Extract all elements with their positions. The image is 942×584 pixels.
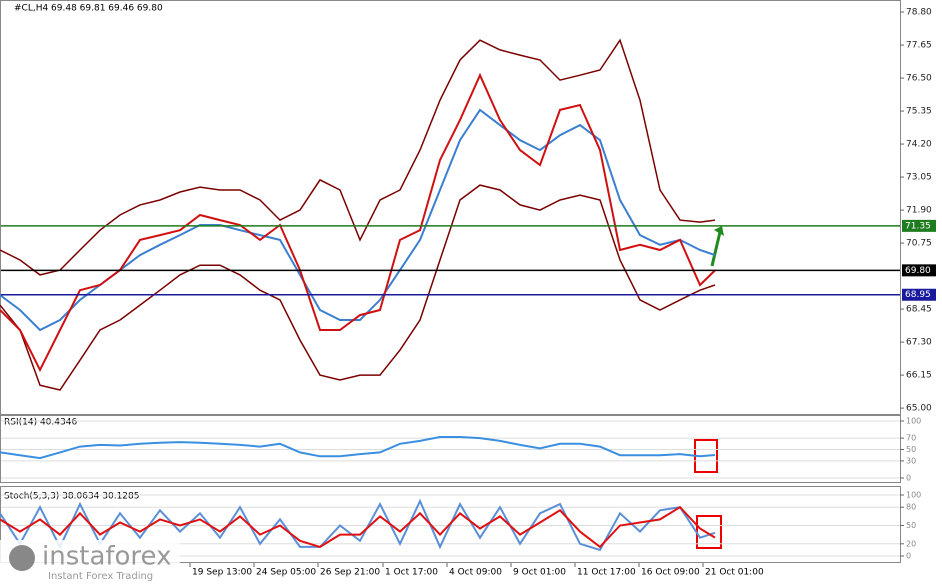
y-tick-label: 30	[906, 456, 916, 465]
watermark-tagline: Instant Forex Trading	[48, 571, 153, 582]
arrow-head	[714, 226, 724, 236]
y-tick-label: 68.45	[906, 305, 932, 315]
price-panel	[0, 0, 901, 415]
y-tick-label: 71.90	[906, 206, 932, 216]
y-tick-label: 50	[906, 521, 916, 530]
x-tick-label: 24 Sep 05:00	[256, 568, 316, 578]
y-tick-label: 20	[906, 539, 916, 548]
x-tick-label: 26 Sep 21:00	[320, 568, 380, 578]
series-line	[0, 436, 716, 460]
y-tick-label: 66.15	[906, 371, 932, 381]
x-tick-label: 11 Oct 17:00	[577, 568, 636, 578]
series-line	[0, 498, 716, 552]
series-line	[0, 184, 716, 391]
x-tick-label: 16 Oct 09:00	[641, 568, 700, 578]
rsi-title: RSI(14) 40.4346	[4, 418, 77, 428]
y-tick-label: 65.00	[906, 404, 932, 414]
series-line	[0, 38, 716, 276]
level-label: 68.95	[905, 290, 931, 300]
arrow	[710, 231, 722, 267]
level-label-bg	[902, 219, 936, 232]
y-tick-label: 0	[906, 474, 911, 483]
y-tick-label: 77.65	[906, 41, 932, 51]
x-tick-label: 1 Oct 17:00	[385, 568, 438, 578]
y-tick-label: 70.75	[906, 239, 932, 249]
x-tick-label: 9 Oct 01:00	[513, 568, 566, 578]
y-tick-label: 73.05	[906, 173, 932, 183]
y-tick-label: 100	[906, 491, 921, 500]
stoch-title: Stoch(5,3,3) 38.0634 30.1285	[4, 492, 139, 502]
x-tick-label: 4 Oct 09:00	[449, 568, 502, 578]
y-tick-label: 75.35	[906, 107, 932, 117]
level-label-bg	[902, 288, 936, 301]
logo	[9, 545, 35, 571]
x-tick-label: 19 Sep 13:00	[192, 568, 252, 578]
series-line	[0, 505, 716, 549]
stoch-panel	[0, 486, 901, 563]
level-label-bg	[902, 264, 936, 277]
chart-title: #CL,H4 69.48 69.81 69.46 69.80	[14, 4, 163, 14]
level-label: 69.80	[905, 266, 931, 276]
y-tick-label: 74.20	[906, 140, 932, 150]
watermark: instaforex	[42, 542, 171, 572]
y-tick-label: 50	[906, 445, 916, 454]
level-label: 71.35	[905, 221, 931, 231]
y-tick-label: 67.30	[906, 338, 932, 348]
y-tick-label: 70	[906, 434, 916, 443]
y-tick-label: 78.80	[906, 8, 932, 18]
y-tick-label: 100	[906, 417, 921, 426]
y-tick-label: 80	[906, 503, 916, 512]
x-tick-label: 21 Oct 01:00	[705, 568, 764, 578]
y-tick-label: 76.50	[906, 74, 932, 84]
y-tick-label: 0	[906, 552, 911, 561]
